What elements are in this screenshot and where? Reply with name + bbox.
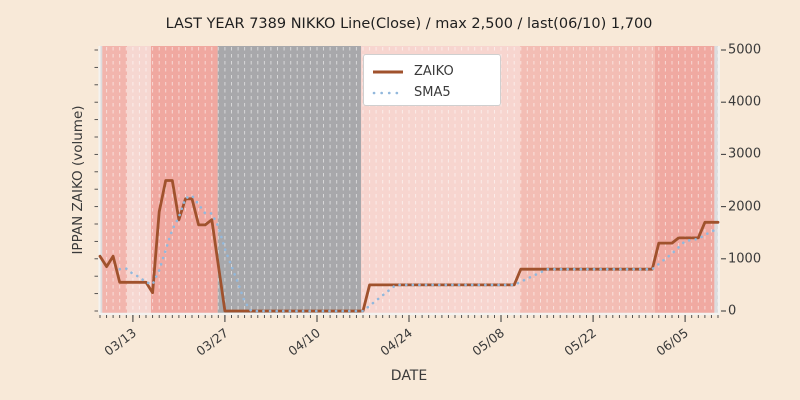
chart-title: LAST YEAR 7389 NIKKO Line(Close) / max 2…: [165, 16, 653, 32]
y-tick-label: 5000: [728, 42, 762, 58]
legend: ZAIKO SMA5: [363, 54, 501, 106]
legend-label-zaiko: ZAIKO: [414, 63, 454, 79]
legend-label-sma5: SMA5: [414, 84, 451, 100]
y-tick-label: 3000: [728, 146, 762, 162]
legend-item-sma5: SMA5: [372, 82, 490, 103]
zaiko-line-swatch-icon: [373, 70, 403, 73]
sma5-dotted-swatch-icon: [372, 91, 404, 94]
legend-item-zaiko: ZAIKO: [372, 61, 490, 82]
y-tick-label: 4000: [728, 94, 762, 110]
y-tick-label: 1000: [728, 251, 762, 267]
y-tick-label: 2000: [728, 199, 762, 215]
y-tick-label: 0: [728, 303, 737, 319]
y-axis-label: IPPAN ZAIKO (volume): [70, 105, 86, 255]
x-axis-label: DATE: [390, 368, 428, 384]
